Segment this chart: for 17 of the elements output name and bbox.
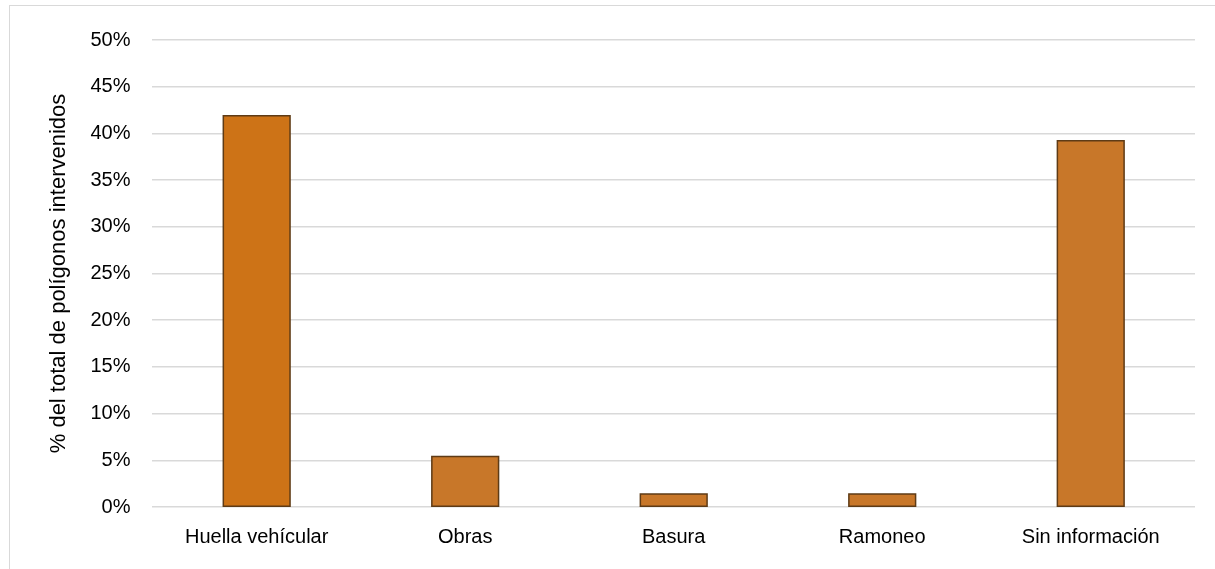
x-tick-label: Huella vehícular [184, 524, 329, 547]
y-tick-label: 10% [90, 401, 131, 424]
x-tick-label: Sin información [1021, 524, 1160, 547]
y-tick-label: 35% [90, 167, 131, 190]
x-tick-label: Ramoneo [838, 524, 926, 547]
y-tick-label: 30% [90, 214, 131, 237]
y-tick-label: 20% [90, 307, 131, 330]
y-tick-label: 45% [90, 74, 131, 97]
y-axis-title: % del total de polígonos intervenidos [45, 93, 71, 454]
y-tick-label: 50% [90, 27, 131, 50]
y-tick-label: 0% [101, 494, 131, 517]
y-tick-label: 15% [90, 354, 131, 377]
y-tick-label: 25% [90, 261, 131, 284]
x-tick-label: Basura [642, 524, 707, 547]
y-tick-label: 40% [90, 120, 131, 143]
y-tick-label: 5% [101, 447, 131, 470]
x-tick-label: Obras [437, 524, 493, 547]
